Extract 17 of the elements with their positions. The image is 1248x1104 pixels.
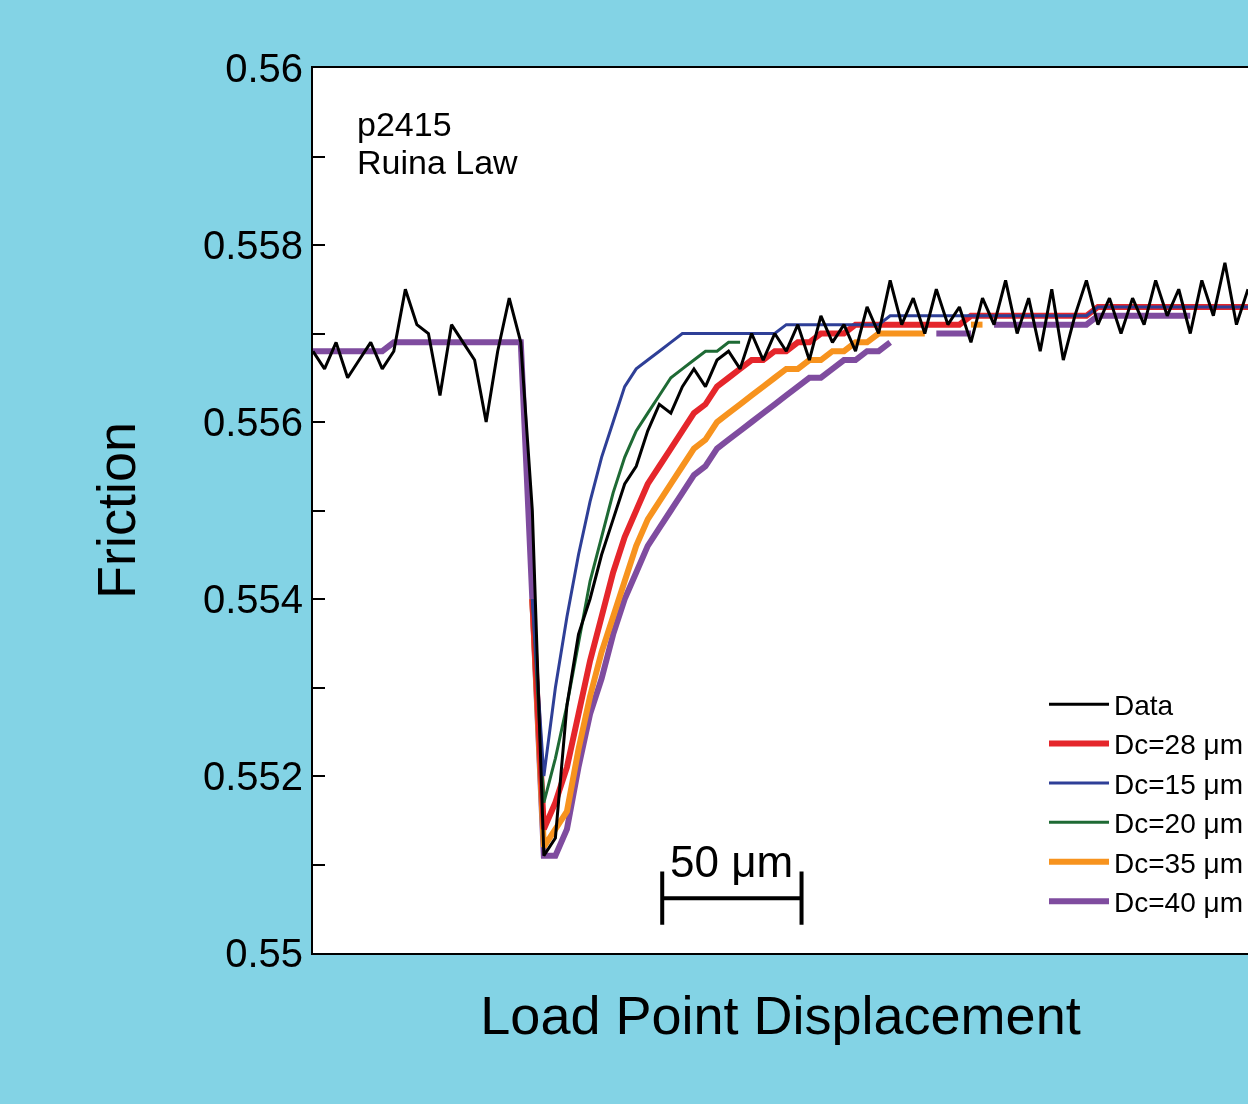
legend-label: Data (1114, 690, 1174, 722)
y-tick-label: 0.554 (202, 577, 303, 621)
legend-label: Dc=35 μm (1114, 847, 1243, 879)
annotation: Ruina Law (357, 143, 519, 181)
y-tick-label: 0.556 (202, 400, 303, 444)
y-tick-label: 0.55 (225, 931, 303, 975)
y-axis-title: Friction (85, 421, 146, 600)
annotation: p2415 (357, 105, 452, 143)
legend-label: Dc=28 μm (1114, 729, 1243, 761)
y-tick-label: 0.56 (225, 46, 303, 90)
x-axis-title: Load Point Displacement (480, 985, 1081, 1046)
legend-label: Dc=20 μm (1114, 808, 1243, 840)
legend-label: Dc=15 μm (1114, 768, 1243, 800)
annotation: 50 μm (670, 837, 794, 886)
y-tick-label: 0.558 (202, 223, 303, 267)
legend-label: Dc=40 μm (1114, 887, 1243, 919)
y-tick-label: 0.552 (202, 754, 303, 798)
